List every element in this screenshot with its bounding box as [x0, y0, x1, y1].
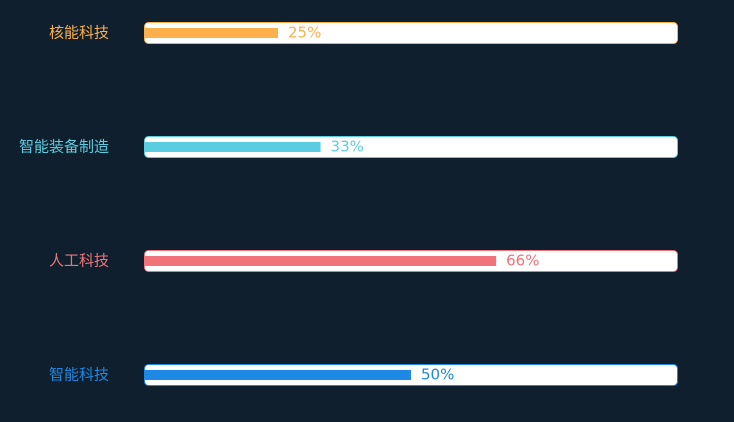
bar	[145, 142, 321, 152]
bar	[145, 256, 497, 266]
bar	[145, 370, 411, 380]
value-label: 25%	[288, 24, 321, 42]
value-label: 50%	[421, 366, 454, 384]
category-label: 智能科技	[49, 366, 109, 384]
bar	[145, 28, 278, 38]
category-label: 人工科技	[49, 252, 109, 270]
bar-track	[144, 136, 678, 158]
category-label: 智能装备制造	[19, 138, 109, 156]
value-label: 33%	[331, 138, 364, 156]
category-label: 核能科技	[49, 24, 109, 42]
bar-track	[144, 22, 678, 44]
value-label: 66%	[506, 252, 539, 270]
